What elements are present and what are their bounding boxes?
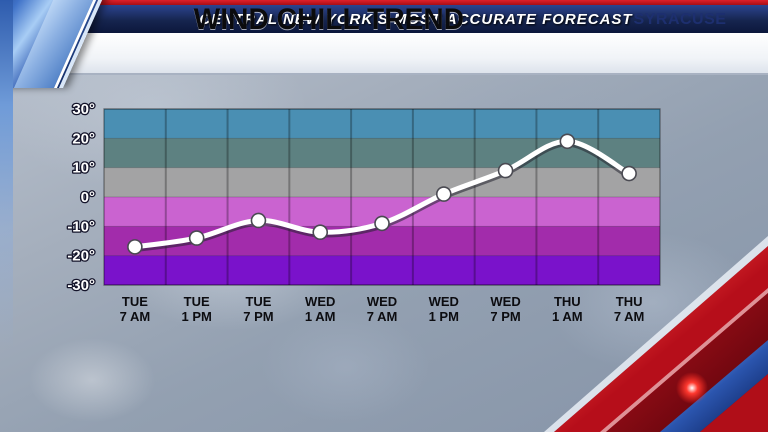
y-axis-label: 0° [81, 189, 95, 206]
data-point [188, 230, 205, 246]
x-axis-label-time: 7 AM [367, 309, 398, 324]
x-axis-label-day: THU [616, 294, 643, 309]
x-axis-label-day: WED [305, 294, 335, 309]
x-axis-label-time: 1 AM [552, 309, 583, 324]
x-axis-label-time: 7 PM [243, 309, 273, 324]
y-axis-label: 30° [72, 101, 95, 118]
temperature-band [104, 255, 660, 285]
data-point [127, 239, 143, 255]
data-point [435, 186, 452, 202]
x-axis-label-day: WED [429, 294, 459, 309]
title-bar [52, 33, 768, 75]
x-axis-label-time: 7 AM [120, 309, 151, 324]
y-axis-label: -30° [67, 277, 95, 294]
forecast-banner-text: CENTRAL NEW YORK'S MOST ACCURATE FORECAS… [199, 10, 633, 28]
y-axis-label: 10° [72, 160, 95, 177]
data-point [374, 215, 390, 232]
x-axis-label-day: WED [367, 294, 397, 309]
x-axis-label-day: TUE [184, 294, 210, 309]
y-axis-label: -20° [67, 248, 95, 265]
data-point [559, 133, 576, 150]
x-axis-label-day: TUE [245, 294, 271, 309]
top-red-strip [58, 0, 768, 6]
data-point [497, 162, 514, 179]
x-axis-label-time: 7 AM [614, 309, 645, 324]
location-label: SYRACUSE [633, 11, 727, 28]
x-axis-label-day: WED [490, 294, 520, 309]
data-point [250, 212, 267, 229]
x-axis-label-time: 7 PM [490, 309, 520, 324]
x-axis-label-time: 1 PM [181, 309, 211, 324]
x-axis-label-day: TUE [122, 294, 148, 309]
y-axis-label: -10° [67, 218, 95, 235]
x-axis-label-time: 1 PM [429, 309, 459, 324]
temperature-band [104, 167, 660, 197]
x-axis-label-day: THU [554, 294, 581, 309]
left-frame-strip [0, 0, 13, 350]
temperature-band [104, 109, 660, 139]
data-point [312, 224, 329, 240]
x-axis-label-time: 1 AM [305, 309, 336, 324]
plot-border [103, 108, 661, 286]
y-axis-label: 20° [72, 130, 95, 147]
data-point [621, 165, 637, 182]
page-title: WIND CHILL TREND [193, 3, 465, 36]
forecast-banner: CENTRAL NEW YORK'S MOST ACCURATE FORECAS… [64, 5, 768, 33]
